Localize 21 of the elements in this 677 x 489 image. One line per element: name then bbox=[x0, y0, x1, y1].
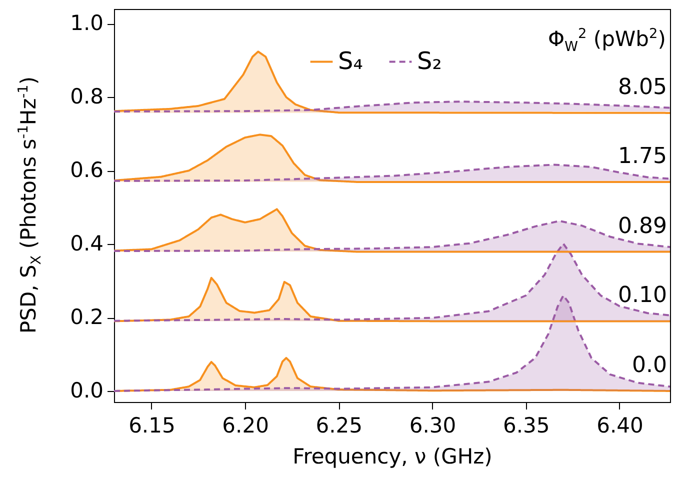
annotation: 1.75 bbox=[618, 144, 667, 169]
legend-label: S₂ bbox=[417, 46, 442, 75]
y-tick-label: 0.6 bbox=[70, 158, 104, 182]
annotation: 0.10 bbox=[618, 283, 667, 308]
y-tick-label: 0.2 bbox=[70, 305, 104, 330]
x-tick-label: 6.30 bbox=[409, 414, 456, 438]
legend-label: S₄ bbox=[338, 46, 363, 75]
annotation: 0.89 bbox=[618, 214, 667, 239]
annotation: 8.05 bbox=[618, 74, 667, 100]
x-tick-label: 6.20 bbox=[222, 414, 269, 438]
x-tick-label: 6.40 bbox=[596, 414, 644, 438]
y-tick-label: 0.4 bbox=[70, 232, 104, 256]
x-tick-label: 6.25 bbox=[316, 414, 363, 438]
x-axis-title: Frequency, ν (GHz) bbox=[292, 444, 492, 468]
legend-title: Φ$_{W}$$^{2}$ (pWb$^{2}$) bbox=[548, 26, 666, 56]
x-tick-label: 6.15 bbox=[128, 414, 176, 438]
y-tick-label: 1.0 bbox=[70, 11, 104, 36]
y-tick-label: 0.0 bbox=[70, 378, 104, 402]
y-tick-label: 0.8 bbox=[70, 84, 104, 109]
annotation: 0.0 bbox=[632, 352, 667, 378]
x-tick-label: 6.35 bbox=[502, 414, 550, 438]
